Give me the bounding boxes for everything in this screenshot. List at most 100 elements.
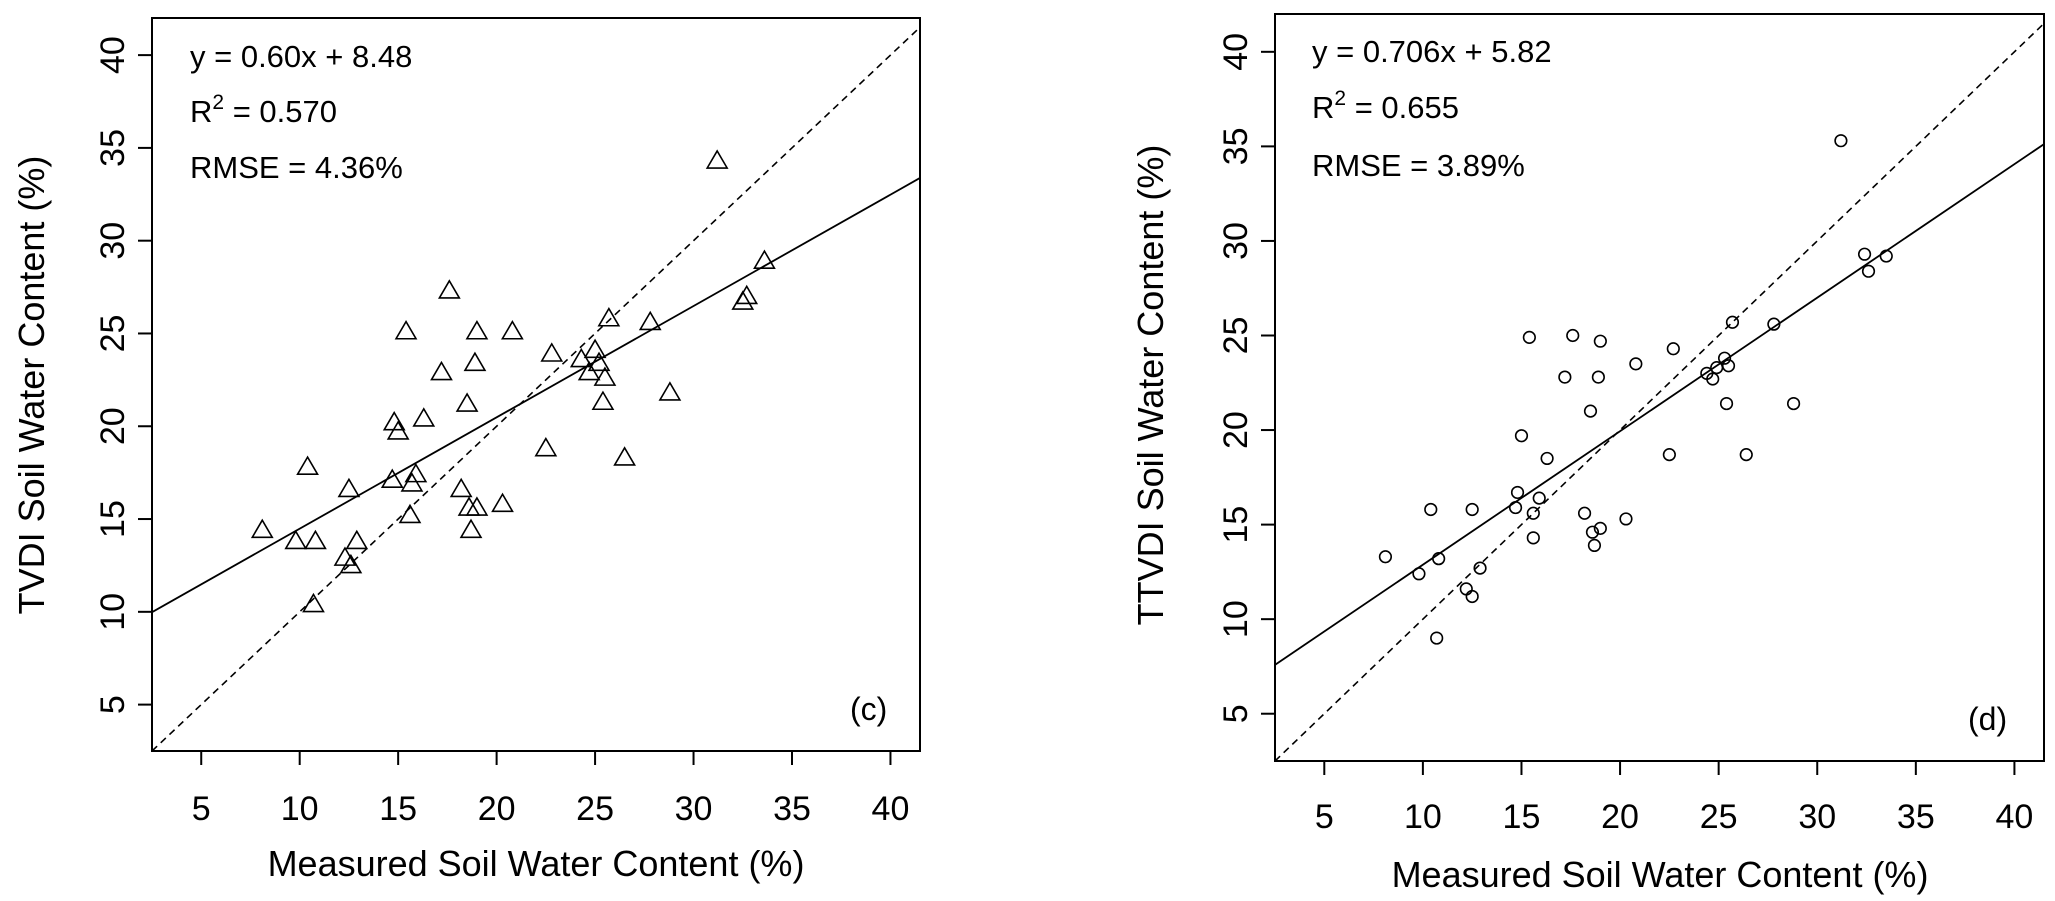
data-point-triangle	[597, 307, 621, 327]
data-point-circle	[1593, 334, 1607, 348]
one-to-one-line	[152, 26, 920, 751]
data-point-triangle	[638, 310, 662, 331]
data-point-circle	[1879, 249, 1893, 263]
y-tick-label: 25	[94, 315, 132, 353]
y-tick-label: 30	[1217, 222, 1255, 260]
x-tick-label: 25	[576, 790, 614, 828]
data-point-triangle	[455, 392, 479, 412]
x-tick-label: 10	[281, 790, 319, 828]
y-tick-label: 15	[1217, 506, 1255, 544]
data-point-triangle	[304, 529, 327, 550]
axis-ticks: 5 10 15 20 25 30 35 40 5 10 15 20 25 30 35 40	[94, 36, 909, 828]
data-point-triangle	[345, 529, 369, 550]
data-point-triangle	[591, 390, 615, 411]
data-point-triangle	[658, 381, 682, 401]
data-point-circle	[1459, 582, 1473, 596]
plot-frame	[1274, 13, 2045, 762]
data-point-triangle	[449, 477, 473, 498]
x-tick-label: 5	[192, 790, 211, 828]
data-point-circle	[1861, 264, 1876, 278]
data-point-circle	[1510, 485, 1525, 500]
data-point-triangle	[465, 496, 489, 516]
data-point-circle	[1412, 567, 1426, 581]
data-points	[250, 149, 776, 613]
panel-label: (d)	[1968, 701, 2007, 737]
data-point-circle	[1585, 525, 1600, 539]
plot-lines	[1275, 22, 2044, 761]
plot-lines	[152, 26, 920, 751]
x-axis-title: Measured Soil Water Content (%)	[1392, 854, 1929, 895]
data-point-triangle	[394, 320, 418, 340]
y-tick-label: 25	[1217, 317, 1255, 355]
data-point-circle	[1465, 502, 1479, 517]
y-tick-label: 20	[1217, 411, 1255, 449]
data-point-triangle	[339, 553, 363, 574]
data-point-circle	[1857, 247, 1872, 261]
r-squared: R2 = 0.570	[190, 91, 337, 129]
data-point-circle	[1593, 521, 1607, 535]
data-point-circle	[1558, 370, 1572, 384]
data-point-triangle	[459, 518, 483, 539]
y-tick-label: 35	[94, 129, 132, 167]
data-point-triangle	[337, 477, 361, 498]
data-point-circle	[1719, 396, 1734, 411]
y-tick-label: 35	[1217, 127, 1255, 165]
data-point-circle	[1666, 342, 1680, 356]
data-point-circle	[1583, 404, 1598, 418]
data-point-circle	[1432, 552, 1446, 566]
data-point-circle	[1662, 448, 1676, 462]
data-point-triangle	[705, 149, 729, 169]
data-point-circle	[1591, 370, 1605, 384]
data-point-triangle	[296, 455, 319, 476]
y-tick-label: 30	[94, 222, 132, 260]
data-point-triangle	[465, 320, 489, 340]
data-point-circle	[1532, 491, 1546, 505]
data-point-circle	[1378, 550, 1393, 564]
panel-label: (c)	[850, 691, 887, 727]
x-tick-label: 35	[773, 790, 811, 828]
data-point-triangle	[491, 492, 514, 513]
data-point-triangle	[386, 420, 410, 440]
data-point-circle	[1706, 372, 1720, 386]
data-point-circle	[1526, 506, 1540, 520]
data-point-triangle	[583, 338, 607, 359]
y-tick-label: 40	[1217, 33, 1255, 71]
data-point-circle	[1566, 328, 1580, 343]
data-point-circle	[1767, 317, 1781, 331]
data-point-triangle	[463, 351, 487, 372]
data-point-triangle	[735, 284, 759, 305]
data-point-circle	[1424, 502, 1438, 517]
one-to-one-line	[1275, 22, 2044, 761]
x-tick-label: 35	[1897, 798, 1935, 836]
regression-line	[1275, 143, 2044, 666]
panel-d: 5 10 15 20 25 30 35 40 5 10 15 20 25 30 35 40 y = 0.706…	[1130, 13, 2045, 895]
data-point-triangle	[284, 529, 308, 550]
data-point-triangle	[404, 462, 428, 483]
x-axis-title: Measured Soil Water Content (%)	[268, 843, 805, 884]
panel-c: 5 10 15 20 25 30 35 40 5 10 15 20 25 30 35 40 y = 0.60x…	[11, 17, 921, 884]
y-tick-label: 20	[94, 407, 132, 445]
data-point-triangle	[534, 436, 558, 457]
data-point-triangle	[437, 279, 461, 299]
y-axis-title: TTVDI Soil Water Content (%)	[1130, 145, 1171, 626]
data-point-triangle	[753, 249, 776, 270]
y-axis-title: TVDI Soil Water Content (%)	[11, 156, 52, 615]
regression-equation: y = 0.706x + 5.82	[1312, 34, 1552, 69]
y-tick-label: 5	[94, 695, 132, 714]
data-point-circle	[1834, 134, 1848, 148]
x-tick-label: 5	[1315, 798, 1334, 836]
data-points	[1378, 134, 1893, 645]
data-point-triangle	[380, 468, 404, 488]
data-point-circle	[1739, 448, 1753, 462]
regression-equation: y = 0.60x + 8.48	[190, 39, 412, 74]
data-point-triangle	[540, 342, 564, 362]
data-point-triangle	[302, 592, 325, 613]
plot-frame	[151, 17, 921, 752]
r-squared: R2 = 0.655	[1312, 87, 1459, 125]
x-tick-label: 20	[1601, 798, 1639, 836]
x-tick-label: 25	[1700, 798, 1738, 836]
data-point-circle	[1430, 631, 1444, 645]
data-point-circle	[1577, 506, 1592, 520]
y-tick-label: 10	[1217, 600, 1255, 638]
